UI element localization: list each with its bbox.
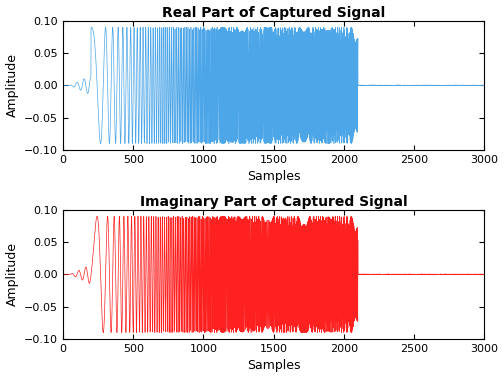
Y-axis label: Amplitude: Amplitude xyxy=(6,53,19,118)
Y-axis label: Amplitude: Amplitude xyxy=(6,242,19,307)
X-axis label: Samples: Samples xyxy=(247,170,300,183)
Title: Real Part of Captured Signal: Real Part of Captured Signal xyxy=(162,6,386,20)
X-axis label: Samples: Samples xyxy=(247,359,300,372)
Title: Imaginary Part of Captured Signal: Imaginary Part of Captured Signal xyxy=(140,195,408,209)
